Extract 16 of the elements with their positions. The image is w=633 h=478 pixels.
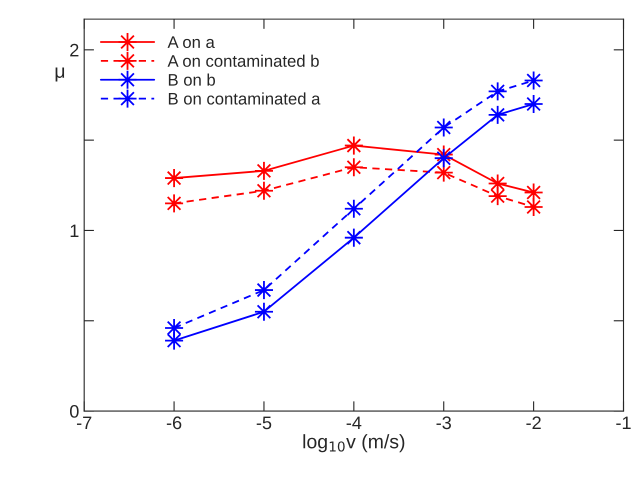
- y-tick-label: 0: [70, 405, 79, 418]
- x-tick-label: -3: [436, 416, 451, 430]
- x-tick-label: -4: [346, 416, 362, 430]
- y-tick-label: 2: [70, 44, 78, 56]
- y-tick-label: 1: [70, 224, 78, 237]
- x-tick-label: -6: [166, 416, 182, 430]
- legend-label: A on a: [168, 36, 215, 48]
- legend-label: A on contaminated b: [168, 54, 319, 67]
- x-tick-label: -7: [76, 416, 92, 430]
- legend-label: B on b: [168, 74, 216, 86]
- legend-label: B on contaminated a: [168, 92, 320, 105]
- y-axis-title: μ: [56, 68, 64, 82]
- x-tick-label: -5: [256, 416, 272, 430]
- x-axis-title: log$_{10}$v (m/s): [303, 434, 404, 452]
- x-tick-label: -1: [616, 416, 631, 430]
- x-tick-label: -2: [526, 416, 541, 430]
